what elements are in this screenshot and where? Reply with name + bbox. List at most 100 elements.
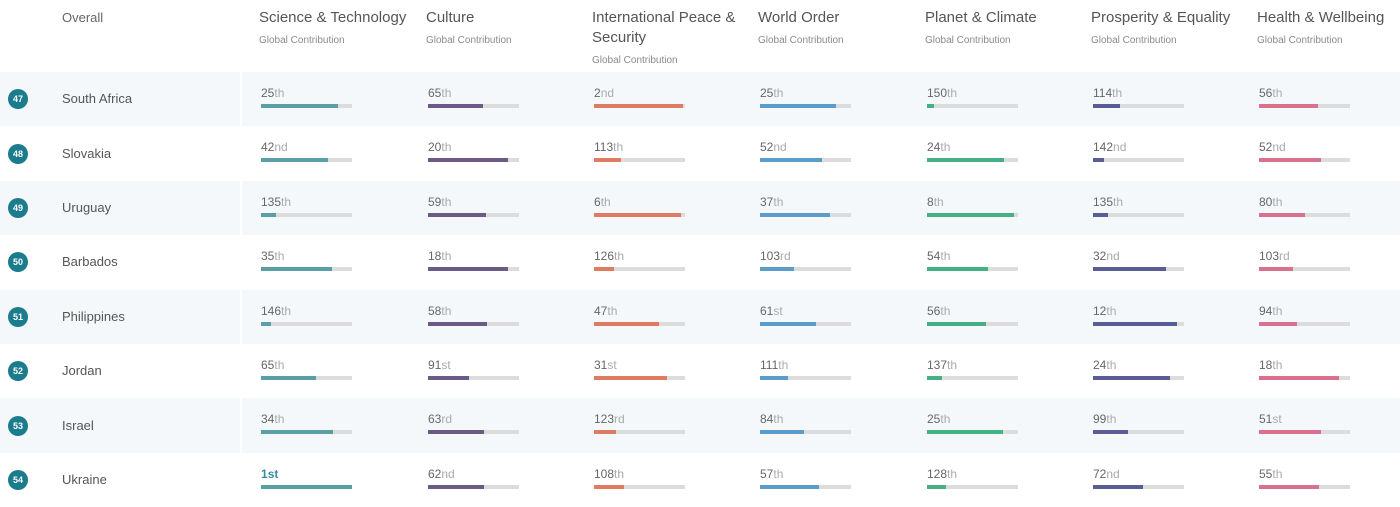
score-cell-culture[interactable]: 59th (428, 195, 519, 217)
score-bar-fill (927, 267, 988, 272)
score-cell-health[interactable]: 52nd (1259, 140, 1350, 163)
header-health-label: Health & Wellbeing (1257, 9, 1385, 26)
score-cell-health[interactable]: 18th (1259, 358, 1350, 380)
score-cell-culture[interactable]: 65th (428, 86, 519, 108)
score-cell-peace[interactable]: 6th (594, 195, 685, 217)
score-cell-prosperity[interactable]: 142nd (1093, 140, 1184, 163)
score-cell-science[interactable]: 146th (261, 304, 352, 326)
score-cell-science[interactable]: 35th (261, 249, 352, 272)
score-cell-culture[interactable]: 63rd (428, 412, 519, 435)
score-cell-peace[interactable]: 108th (594, 467, 685, 489)
score-cell-culture[interactable]: 62nd (428, 467, 519, 489)
score-bar-fill (261, 321, 271, 326)
score-cell-order[interactable]: 84th (760, 412, 851, 435)
score-cell-science[interactable]: 34th (261, 412, 352, 435)
score-cell-health[interactable]: 56th (1259, 86, 1350, 108)
score-cell-science[interactable]: 65th (261, 358, 352, 380)
score-cell-planet[interactable]: 137th (927, 358, 1018, 380)
country-name[interactable]: South Africa (62, 91, 133, 107)
score-bar-fill (1259, 267, 1293, 272)
table-row[interactable]: 52 Jordan 65th 91st 31st 111th 137th 24th 18th (0, 343, 1400, 399)
score-bar-fill (1093, 158, 1104, 163)
country-name[interactable]: Israel (62, 417, 94, 433)
rank-value: 135th (1093, 195, 1184, 209)
score-cell-prosperity[interactable]: 114th (1093, 86, 1184, 108)
score-cell-culture[interactable]: 58th (428, 304, 519, 326)
score-cell-prosperity[interactable]: 72nd (1093, 467, 1184, 489)
score-cell-peace[interactable]: 123rd (594, 412, 685, 435)
header-planet[interactable]: Planet & Climate Global Contribution (925, 8, 1037, 46)
country-name[interactable]: Slovakia (62, 145, 112, 161)
score-cell-order[interactable]: 52nd (760, 140, 851, 163)
score-cell-prosperity[interactable]: 24th (1093, 358, 1184, 380)
score-cell-culture[interactable]: 18th (428, 249, 519, 272)
score-bar-track (927, 267, 1018, 272)
score-cell-culture[interactable]: 91st (428, 358, 519, 380)
rank-value: 94th (1259, 304, 1350, 318)
table-row[interactable]: 47 South Africa 25th 65th 2nd 25th 150th 114th 5… (0, 72, 1400, 127)
score-cell-planet[interactable]: 56th (927, 304, 1018, 326)
score-cell-order[interactable]: 37th (760, 195, 851, 217)
table-row[interactable]: 51 Philippines 146th 58th 47th 61st 56th 12th 94… (0, 289, 1400, 344)
rank-suffix: th (614, 249, 625, 264)
header-science[interactable]: Science & Technology Global Contribution (259, 8, 406, 46)
country-name[interactable]: Philippines (62, 308, 125, 324)
score-cell-planet[interactable]: 24th (927, 140, 1018, 163)
country-name[interactable]: Jordan (62, 363, 102, 379)
score-cell-health[interactable]: 103rd (1259, 249, 1350, 272)
rank-suffix: th (613, 140, 624, 155)
score-cell-planet[interactable]: 128th (927, 467, 1018, 489)
score-bar-fill (594, 212, 682, 217)
score-cell-peace[interactable]: 2nd (594, 86, 685, 108)
header-culture[interactable]: Culture Global Contribution (426, 8, 512, 46)
table-row[interactable]: 48 Slovakia 42nd 20th 113th 52nd 24th 142nd 52nd (0, 126, 1400, 181)
score-cell-order[interactable]: 103rd (760, 249, 851, 272)
score-cell-order[interactable]: 111th (760, 358, 851, 380)
score-cell-planet[interactable]: 25th (927, 412, 1018, 435)
score-cell-prosperity[interactable]: 99th (1093, 412, 1184, 435)
header-health[interactable]: Health & Wellbeing Global Contribution (1257, 8, 1384, 46)
rank-number: 35 (261, 249, 275, 264)
score-cell-prosperity[interactable]: 135th (1093, 195, 1184, 217)
table-row[interactable]: 50 Barbados 35th 18th 126th 103rd 54th 32nd 103r… (0, 235, 1400, 290)
header-culture-label: Culture (426, 9, 475, 26)
score-cell-planet[interactable]: 150th (927, 86, 1018, 108)
score-cell-planet[interactable]: 8th (927, 195, 1018, 217)
score-cell-order[interactable]: 61st (760, 304, 851, 326)
country-name[interactable]: Barbados (62, 254, 118, 270)
score-cell-planet[interactable]: 54th (927, 249, 1018, 272)
country-name[interactable]: Ukraine (62, 471, 107, 487)
score-bar-fill (760, 484, 820, 489)
score-cell-science[interactable]: 42nd (261, 140, 352, 163)
score-cell-science[interactable]: 135th (261, 195, 352, 217)
table-row[interactable]: 49 Uruguay 135th 59th 6th 37th 8th 135th 80th (0, 180, 1400, 236)
score-cell-health[interactable]: 94th (1259, 304, 1350, 326)
score-cell-prosperity[interactable]: 12th (1093, 304, 1184, 326)
score-cell-peace[interactable]: 113th (594, 140, 685, 163)
score-cell-health[interactable]: 55th (1259, 467, 1350, 489)
rank-number: 37 (760, 194, 774, 209)
score-cell-peace[interactable]: 31st (594, 358, 685, 380)
score-cell-peace[interactable]: 126th (594, 249, 685, 272)
country-name[interactable]: Uruguay (62, 199, 112, 215)
table-row[interactable]: 54 Ukraine 1st 62nd 108th 57th 128th 72nd 55th (0, 452, 1400, 507)
score-bar-fill (1259, 212, 1305, 217)
header-prosperity[interactable]: Prosperity & Equality Global Contribution (1091, 8, 1230, 46)
score-bar-fill (428, 212, 487, 217)
score-cell-order[interactable]: 57th (760, 467, 851, 489)
score-cell-peace[interactable]: 47th (594, 304, 685, 326)
table-row[interactable]: 53 Israel 34th 63rd 123rd 84th 25th 99th 51st (0, 398, 1400, 453)
score-cell-prosperity[interactable]: 32nd (1093, 249, 1184, 272)
score-bar-track (261, 104, 352, 108)
score-cell-health[interactable]: 51st (1259, 412, 1350, 435)
score-cell-science[interactable]: 25th (261, 86, 352, 108)
score-cell-science[interactable]: 1st (261, 467, 352, 489)
header-order[interactable]: World Order Global Contribution (758, 8, 844, 46)
header-peace[interactable]: International Peace & Security Global Con… (592, 8, 752, 66)
score-bar-fill (594, 158, 622, 163)
rank-suffix: th (778, 357, 789, 372)
score-cell-order[interactable]: 25th (760, 86, 851, 108)
header-overall[interactable]: Overall (62, 8, 103, 28)
score-cell-health[interactable]: 80th (1259, 195, 1350, 217)
score-cell-culture[interactable]: 20th (428, 140, 519, 163)
